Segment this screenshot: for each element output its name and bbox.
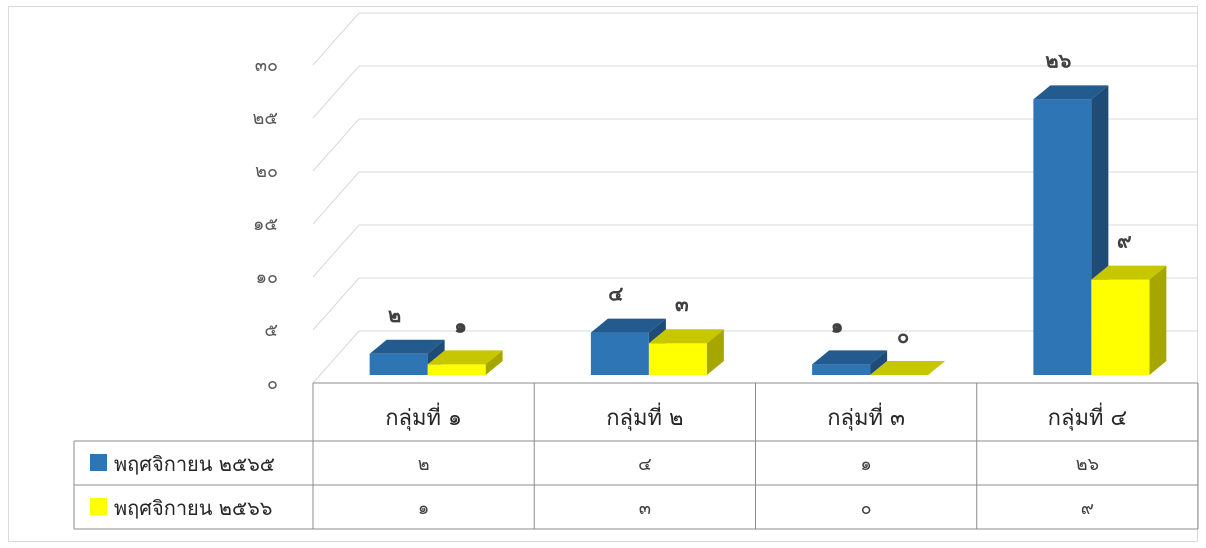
gridline-diagonal: [312, 171, 360, 225]
bar-top: [1033, 85, 1109, 100]
data-label: ๑: [454, 313, 467, 337]
y-tick-label: ๑๕: [253, 214, 278, 235]
table-cell: ๐: [861, 498, 872, 519]
bar-top: [590, 318, 666, 333]
y-tick-label: ๑๐: [256, 267, 278, 288]
bar-side: [485, 350, 503, 375]
table-cell: ๑: [418, 498, 429, 519]
table-cell: ๒๖: [1076, 454, 1099, 475]
legend-swatch: [90, 498, 107, 515]
bar-side: [1149, 265, 1167, 375]
gridline-diagonal: [312, 224, 360, 278]
table-cell: ๒: [418, 454, 430, 475]
y-axis-tick-labels: ๐ ๕ ๑๐ ๑๕ ๒๐ ๒๕ ๓๐: [253, 55, 279, 394]
y-tick-label: ๓๐: [255, 55, 278, 76]
data-labels: ๒ ๑ ๔ ๓๑ ๐ ๒๖๙: [388, 48, 1132, 348]
bar-top: [812, 350, 888, 365]
data-label: ๓: [675, 292, 689, 316]
bar: [427, 364, 486, 375]
data-table: กลุ่มที่ ๑ กลุ่มที่ ๒ กลุ่มที่ ๓ กลุ่มที่ ๔…: [73, 382, 1199, 530]
x-tick-label: กลุ่มที่ ๑: [385, 402, 462, 431]
bar: [1091, 279, 1150, 375]
x-tick-label: กลุ่มที่ ๒: [606, 402, 683, 431]
x-tick-label: กลุ่มที่ ๓: [827, 402, 905, 431]
bar-top: [648, 329, 724, 344]
table-cell: ๙: [1081, 498, 1094, 519]
bar-top: [1091, 265, 1167, 280]
gridline-diagonal: [312, 118, 360, 172]
bars: [369, 85, 1167, 376]
x-tick-label: กลุ่มที่ ๔: [1048, 402, 1127, 431]
y-tick-label: ๒๕: [253, 108, 279, 129]
bar: [590, 332, 649, 375]
y-tick-label: ๐: [267, 373, 278, 394]
data-label: ๙: [1117, 229, 1132, 253]
bar: [648, 343, 707, 375]
bar: [1033, 99, 1092, 376]
gridline-diagonal: [312, 65, 360, 119]
table-cell: ๑: [860, 454, 871, 475]
data-label: ๑: [831, 313, 844, 337]
legend-label: พฤศจิกายน ๒๕๖๕: [114, 452, 275, 476]
y-tick-label: ๒๐: [255, 161, 278, 182]
gridline-diagonal: [312, 277, 360, 331]
gridline-diagonal: [312, 330, 360, 384]
data-label: ๐: [897, 324, 909, 348]
bar-top: [870, 361, 946, 375]
bar-side: [706, 329, 724, 375]
legend-label: พฤศจิกายน ๒๕๖๖: [114, 496, 273, 520]
table-cell: ๔: [638, 454, 652, 475]
data-label: ๒๖: [1045, 48, 1071, 72]
bar-top: [369, 339, 445, 354]
bar: [812, 364, 871, 375]
data-label: ๔: [608, 282, 623, 306]
chart-frame: [8, 6, 1198, 542]
bar-top: [427, 350, 503, 365]
bar: [369, 353, 428, 375]
data-label: ๒: [388, 303, 401, 327]
gridline-diagonal: [312, 12, 360, 66]
legend-swatch: [90, 454, 107, 471]
table-cell: ๓: [639, 498, 651, 519]
y-tick-label: ๕: [264, 320, 278, 341]
bar-side: [870, 350, 888, 375]
